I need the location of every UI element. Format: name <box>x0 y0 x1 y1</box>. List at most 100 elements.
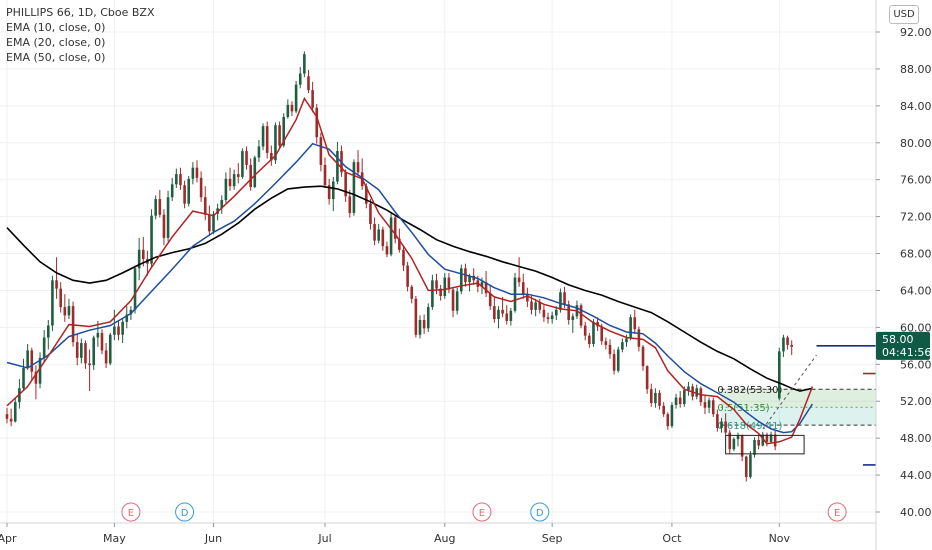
candle-body <box>571 316 575 320</box>
candle-body <box>678 397 682 404</box>
candle-body <box>220 200 224 209</box>
candle-body <box>418 320 422 335</box>
candle-body <box>422 320 426 329</box>
time-tick-label: Apr <box>0 532 17 545</box>
candle-body <box>385 246 389 255</box>
candle-body <box>129 309 133 315</box>
candle-body <box>720 421 723 428</box>
candle-body <box>493 306 496 320</box>
candle-body <box>117 326 120 335</box>
candle-body <box>47 325 50 338</box>
price-tick-label: 56.00 <box>900 358 932 371</box>
candle-body <box>559 292 562 310</box>
candle-body <box>22 368 25 389</box>
candle-body <box>509 310 513 321</box>
legend: PHILLIPS 66, 1D, Cboe BZX EMA (10, close… <box>6 5 155 65</box>
candle-body <box>307 76 310 91</box>
candle-body <box>294 84 298 112</box>
candle-body <box>187 178 191 204</box>
candle-body <box>274 125 277 161</box>
candle-body <box>34 371 38 384</box>
ema-lines <box>6 96 814 445</box>
candle-body <box>616 349 620 371</box>
candle-body <box>583 325 587 336</box>
fib-zone-50-618 <box>720 407 876 426</box>
candle-body <box>625 338 628 343</box>
candle-body <box>261 126 265 147</box>
candle-body <box>753 440 756 455</box>
price-tick-label: 72.00 <box>900 211 932 224</box>
time-tick-label: Jun <box>204 532 222 545</box>
candle-body <box>604 341 608 345</box>
candle-body <box>67 306 71 316</box>
last-price-tag <box>876 331 930 360</box>
candle-body <box>633 317 637 330</box>
last-price: 58.00 <box>882 333 914 346</box>
candle-body <box>100 332 104 351</box>
price-tick-label: 76.00 <box>900 174 932 187</box>
time-axis[interactable]: Apr May Jun Jul Aug Sep Oct Nov <box>0 522 876 545</box>
candle-body <box>621 342 624 350</box>
candle-body <box>253 157 257 188</box>
candle-body <box>534 302 537 310</box>
candle-body <box>158 199 162 215</box>
fib-zone-382-50 <box>720 389 876 408</box>
candle-body <box>286 104 290 117</box>
candle-body <box>592 321 595 344</box>
candle-body <box>530 301 533 310</box>
candle-body <box>393 217 397 239</box>
candle-body <box>59 288 62 308</box>
annotations <box>725 345 876 466</box>
ema10-legend[interactable]: EMA (10, close, 0) <box>6 21 106 34</box>
ema50-legend[interactable]: EMA (50, close, 0) <box>6 51 106 64</box>
candle-body <box>195 167 199 178</box>
candle-body <box>716 414 719 428</box>
candle-body <box>484 282 488 294</box>
price-tick-label: 48.00 <box>900 432 932 445</box>
currency-button[interactable]: USD <box>889 5 919 24</box>
candle-body <box>629 317 632 339</box>
candle-body <box>26 350 29 368</box>
candle-body <box>546 317 550 320</box>
event-label: D <box>536 508 544 519</box>
candle-body <box>327 185 331 200</box>
candle-body <box>389 217 393 255</box>
candle-body <box>199 177 203 198</box>
candle-body <box>443 277 447 296</box>
symbol-title[interactable]: PHILLIPS 66, 1D, Cboe BZX <box>6 6 155 19</box>
candle-body <box>761 434 765 446</box>
candle-body <box>645 366 649 390</box>
candle-body <box>497 309 500 320</box>
ema20-legend[interactable]: EMA (20, close, 0) <box>6 36 106 49</box>
candle-body <box>75 342 79 358</box>
time-tick-label: Oct <box>662 532 682 545</box>
candle-body <box>319 137 323 165</box>
candle-body <box>5 414 9 419</box>
candle-body <box>303 54 306 74</box>
candle-body <box>290 104 294 112</box>
candle-body <box>183 185 186 204</box>
event-label: E <box>479 508 485 519</box>
candle-body <box>113 326 116 335</box>
candle-body <box>377 229 380 241</box>
time-tick-label: Jul <box>317 532 331 545</box>
candle-body <box>695 388 699 397</box>
candle-body <box>13 402 17 422</box>
candle-body <box>141 249 145 260</box>
candle-body <box>18 388 21 403</box>
price-tick-label: 80.00 <box>900 137 932 150</box>
candle-body <box>315 107 319 138</box>
candle-body <box>356 162 360 173</box>
candle-body <box>641 346 645 367</box>
candle-body <box>414 298 418 335</box>
candle-body <box>426 307 430 329</box>
earnings-marker <box>472 502 492 522</box>
price-axis[interactable]: 92.00 88.00 84.00 80.00 76.00 72.00 68.00 64.00… <box>875 0 932 550</box>
event-label: D <box>181 508 189 519</box>
candle-body <box>245 151 248 165</box>
candle-body <box>542 309 546 318</box>
candle-body <box>435 280 438 289</box>
